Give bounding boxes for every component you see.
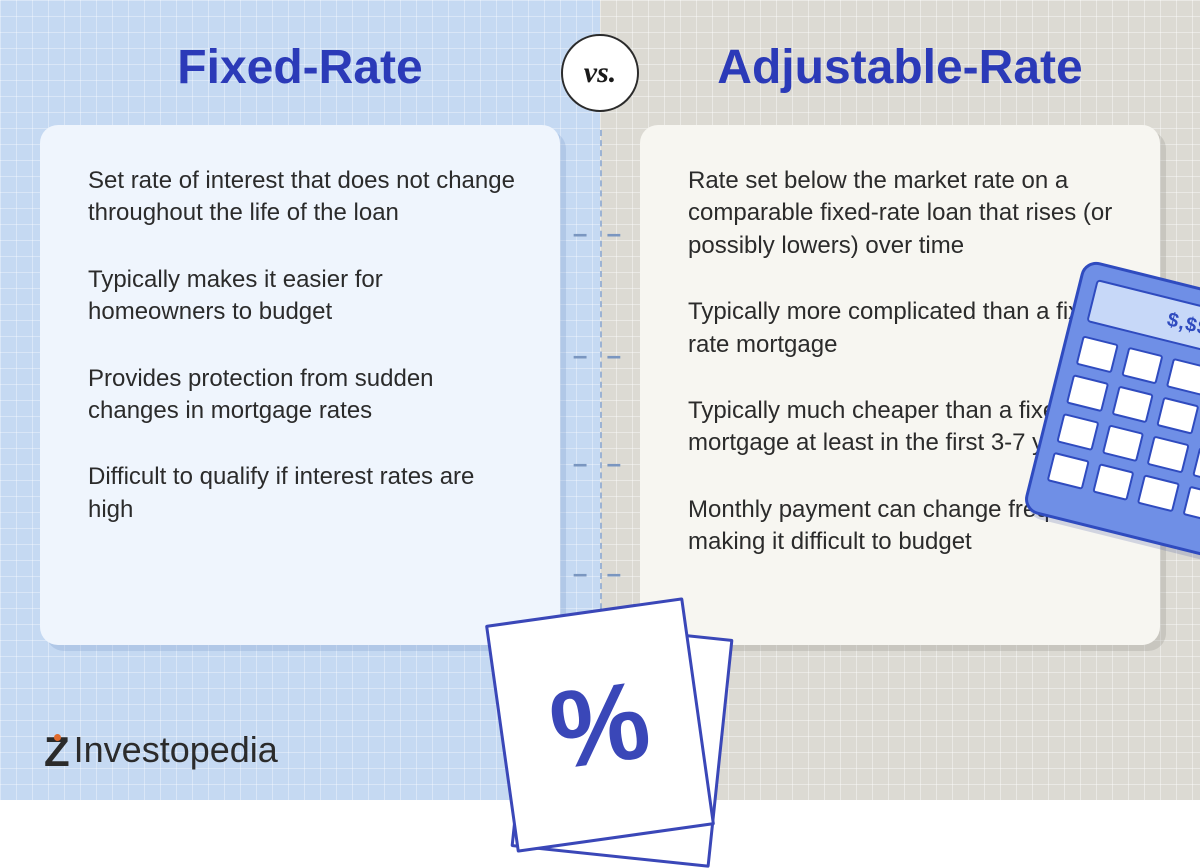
percent-symbol: %	[543, 655, 658, 794]
calc-key	[1156, 397, 1199, 435]
brand-name: Investopedia	[74, 729, 278, 771]
brand-mark-icon: Z	[44, 728, 70, 776]
calc-key	[1092, 463, 1135, 501]
vs-badge: vs.	[561, 34, 639, 112]
calc-key	[1056, 413, 1099, 451]
left-point-4: Difficult to qualify if interest rates a…	[88, 461, 520, 526]
right-title: Adjustable-Rate	[640, 40, 1160, 95]
calc-key	[1182, 486, 1200, 524]
calc-key	[1192, 447, 1200, 485]
brand-logo: ZInvestopedia	[44, 726, 278, 774]
separator-mark-3: – –	[573, 448, 627, 479]
separator-mark-4: – –	[573, 558, 627, 589]
calc-key	[1147, 435, 1190, 473]
separator-mark-2: – –	[573, 340, 627, 371]
left-point-2: Typically makes it easier for homeowners…	[88, 264, 520, 329]
left-card: Set rate of interest that does not chang…	[40, 125, 560, 645]
comparison-infographic: Fixed-Rate Set rate of interest that doe…	[0, 0, 1200, 800]
calc-key	[1137, 474, 1180, 512]
paper-front: %	[485, 597, 715, 853]
calc-key	[1111, 385, 1154, 423]
calculator-keys	[1047, 335, 1200, 523]
right-point-1: Rate set below the market rate on a comp…	[688, 165, 1120, 262]
left-point-3: Provides protection from sudden changes …	[88, 363, 520, 428]
calc-key	[1121, 347, 1164, 385]
calc-key	[1066, 374, 1109, 412]
calc-key	[1166, 358, 1200, 396]
percent-paper-icon: %	[500, 610, 700, 840]
left-point-1: Set rate of interest that does not chang…	[88, 165, 520, 230]
calc-key	[1047, 452, 1090, 490]
right-point-2: Typically more complicated than a fixed-…	[688, 296, 1120, 361]
left-title: Fixed-Rate	[40, 40, 560, 95]
calc-key	[1076, 335, 1119, 373]
calc-key	[1101, 424, 1144, 462]
separator-mark-1: – –	[573, 218, 627, 249]
